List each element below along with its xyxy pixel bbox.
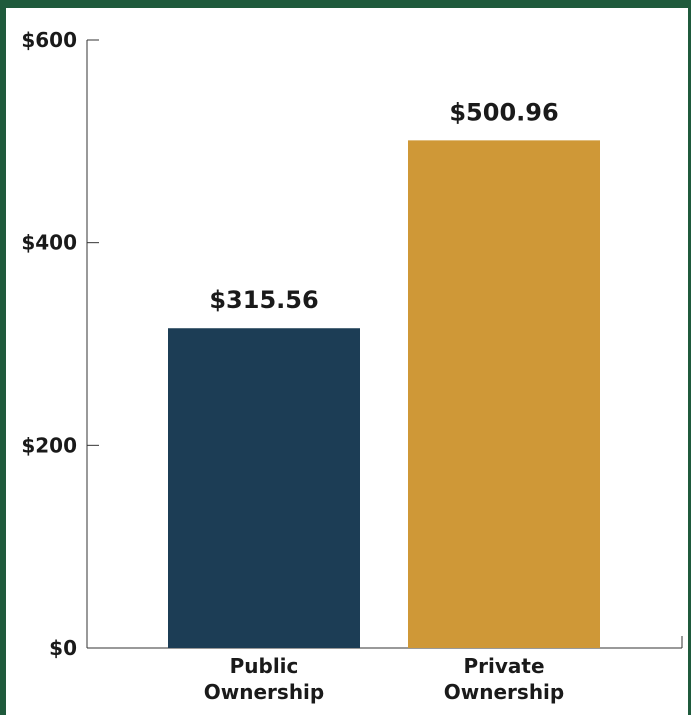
y-tick-label: $400	[21, 231, 77, 255]
x-tick-label: Public	[230, 654, 299, 678]
y-tick-label: $200	[21, 433, 77, 457]
x-tick-label: Ownership	[204, 680, 324, 704]
x-tick-label: Private	[463, 654, 544, 678]
x-tick-label: Ownership	[444, 680, 564, 704]
y-tick-label: $0	[49, 636, 77, 660]
bar	[168, 328, 360, 648]
y-tick-label: $600	[21, 28, 77, 52]
data-label: $500.96	[449, 98, 558, 126]
data-label: $315.56	[209, 286, 318, 314]
bar	[408, 140, 600, 648]
